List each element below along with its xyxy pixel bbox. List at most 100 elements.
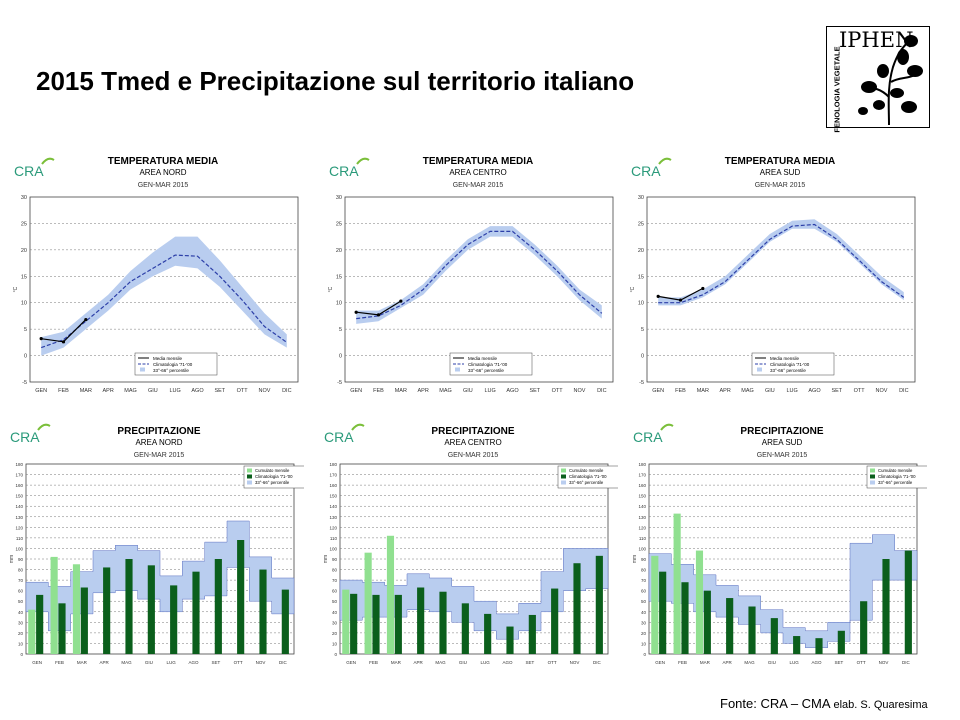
cumulato-bar	[28, 609, 36, 654]
x-tick-label: MAG	[435, 660, 446, 665]
y-tick-label: 160	[638, 483, 646, 488]
percentile-band	[339, 548, 609, 640]
leaf-icon	[351, 423, 365, 431]
x-tick-label: AGO	[506, 388, 519, 394]
observed-point	[701, 286, 705, 291]
x-tick-label: NOV	[879, 660, 889, 665]
percentile-band	[356, 226, 602, 324]
chart-prec-centro: CRA PRECIPITAZIONE AREA CENTRO GEN-MAR 2015…	[318, 420, 618, 675]
y-tick-label: 100	[638, 546, 646, 551]
y-tick-label: 25	[336, 221, 342, 227]
climatology-bar	[528, 614, 536, 654]
cumulato-bar	[364, 552, 372, 654]
y-tick-label: 40	[641, 610, 647, 615]
y-tick-label: 170	[329, 473, 337, 478]
x-tick-label: SET	[529, 388, 540, 394]
y-tick-label: 30	[638, 195, 644, 201]
x-tick-label: APR	[720, 388, 731, 394]
y-tick-label: 20	[18, 631, 24, 636]
legend-band-swatch	[247, 480, 252, 485]
chart-subtitle: AREA NORD	[139, 168, 186, 177]
footer-source: Fonte: CRA – CMA elab. S. Quaresima	[720, 696, 928, 711]
x-tick-label: MAG	[121, 660, 132, 665]
x-tick-label: AGO	[811, 660, 822, 665]
legend-label: Media mensile	[770, 356, 800, 361]
y-tick-label: 150	[329, 494, 337, 499]
y-tick-label: 25	[21, 221, 27, 227]
legend-label: Climatologia '71-'00	[153, 362, 193, 367]
cumulato-bar	[386, 535, 395, 654]
x-tick-label: LUG	[787, 388, 798, 394]
y-tick-label: -5	[337, 380, 342, 386]
chart-subtitle: AREA NORD	[135, 438, 182, 447]
x-tick-label: AGO	[188, 660, 199, 665]
x-tick-label: MAG	[741, 388, 754, 394]
x-tick-label: MAG	[744, 660, 755, 665]
climatology-bar	[573, 563, 581, 654]
climatology-bar	[36, 594, 44, 654]
y-tick-label: 0	[24, 354, 27, 360]
chart-temp-centro: CRA TEMPERATURA MEDIA AREA CENTRO GEN-MAR 2…	[323, 150, 623, 405]
y-tick-label: 170	[15, 473, 23, 478]
y-tick-label: 20	[638, 248, 644, 254]
y-tick-label: 10	[638, 301, 644, 307]
percentile-band	[25, 520, 295, 632]
x-tick-label: DIC	[902, 660, 911, 665]
climatology-bar	[125, 559, 133, 654]
x-tick-label: DIC	[899, 388, 909, 394]
x-tick-label: GIU	[148, 388, 158, 394]
y-tick-label: 110	[330, 536, 338, 541]
slide-title: 2015 Tmed e Precipitazione sul territori…	[36, 66, 635, 96]
legend-box	[866, 465, 927, 489]
y-axis-label: °C	[13, 286, 19, 292]
y-tick-label: 180	[15, 462, 23, 467]
climatology-bar	[394, 594, 402, 654]
x-tick-label: APR	[100, 660, 110, 665]
y-tick-label: 30	[336, 195, 342, 201]
y-tick-label: 120	[638, 525, 646, 530]
climatology-line	[658, 223, 905, 304]
cra-logo: CRA	[631, 163, 661, 179]
observed-point	[678, 298, 683, 302]
iphen-logo: IPHEN FENOLOGIA VEGETALE	[826, 26, 930, 133]
y-tick-label: 70	[332, 578, 338, 583]
x-tick-label: GEN	[346, 660, 356, 665]
legend-label: 33°-66° percentile	[770, 368, 806, 373]
x-tick-label: DIC	[593, 660, 602, 665]
cra-logo: CRA	[329, 163, 359, 179]
y-tick-label: 110	[639, 536, 647, 541]
x-tick-label: MAR	[697, 388, 709, 394]
legend-label: Climatologia '71-'00	[468, 362, 508, 367]
plant-icon	[858, 35, 923, 126]
legend-climatology-swatch	[247, 474, 252, 479]
y-tick-label: 15	[638, 274, 644, 280]
chart-period: GEN-MAR 2015	[755, 182, 806, 189]
y-tick-label: 10	[18, 641, 24, 646]
climatology-bar	[170, 585, 178, 654]
legend-label: 33°-66° percentile	[255, 480, 290, 485]
legend-label: Climatologia '71-'00	[569, 474, 607, 479]
x-tick-label: OTT	[857, 660, 866, 665]
y-tick-label: 0	[334, 652, 337, 657]
legend-label: 33°-66° percentile	[878, 480, 913, 485]
climatology-bar	[748, 606, 756, 654]
y-tick-label: 70	[641, 578, 647, 583]
y-tick-label: 20	[332, 631, 338, 636]
climatology-bar	[837, 630, 845, 654]
chart-subtitle: AREA CENTRO	[449, 168, 506, 177]
chart-temp-sud: CRA TEMPERATURA MEDIA AREA SUD GEN-MAR 2015…	[625, 150, 925, 405]
y-tick-label: 50	[18, 599, 24, 604]
x-tick-label: DIC	[279, 660, 288, 665]
x-tick-label: SET	[831, 388, 842, 394]
cumulato-bar	[72, 564, 81, 654]
x-tick-label: MAR	[395, 388, 407, 394]
climatology-bar	[882, 559, 890, 654]
x-tick-label: DIC	[597, 388, 607, 394]
y-tick-label: 15	[336, 274, 342, 280]
cumulato-bar	[50, 556, 58, 654]
observed-point	[656, 294, 660, 298]
y-tick-label: 140	[15, 504, 23, 509]
climatology-bar	[860, 601, 868, 654]
legend-climatology-swatch	[870, 474, 875, 479]
y-tick-label: 0	[20, 652, 23, 657]
